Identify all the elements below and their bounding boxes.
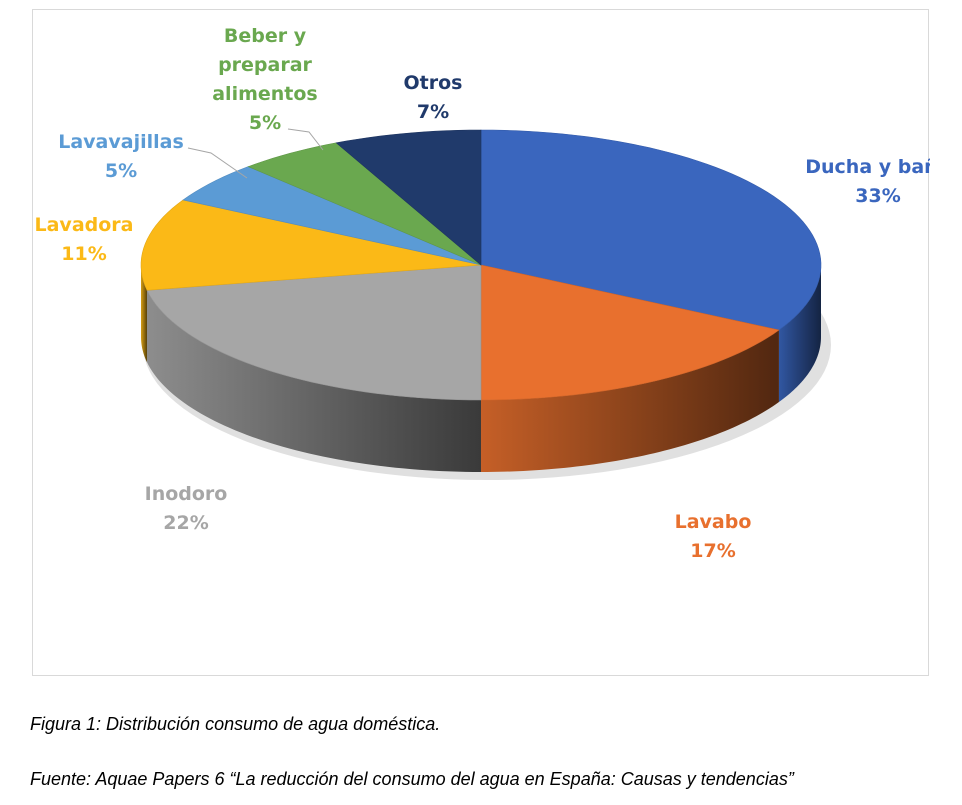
- leader-line-5: [287, 128, 324, 151]
- slice-label-1: Lavabo 17%: [675, 511, 752, 562]
- pie-chart: Ducha y baño 33% Lavabo 17% Inodoro 22% Lavado…: [35, 25, 930, 562]
- chart-frame: Ducha y baño 33% Lavabo 17% Inodoro 22% Lavado…: [32, 9, 930, 676]
- slice-name: preparar: [218, 54, 312, 76]
- slice-name: Lavadora: [35, 214, 134, 236]
- slice-percent: 22%: [163, 512, 208, 534]
- slice-name: Beber y: [224, 25, 307, 47]
- slice-percent: 5%: [105, 160, 137, 182]
- slice-label-6: Otros 7%: [404, 72, 463, 123]
- pie-slice-0: [480, 129, 822, 331]
- pie-slice-2: [146, 264, 482, 401]
- pie-side-0: [778, 265, 821, 403]
- slice-percent: 17%: [690, 540, 735, 562]
- pie-side-1: [481, 330, 779, 472]
- slice-percent: 33%: [855, 185, 900, 207]
- slice-name: alimentos: [212, 83, 318, 105]
- slice-label-2: Inodoro 22%: [145, 483, 228, 534]
- slice-name: Lavavajillas: [58, 131, 184, 153]
- slice-percent: 7%: [417, 101, 449, 123]
- pie-slice-6: [335, 129, 482, 266]
- slice-name: Ducha y baño: [805, 156, 930, 178]
- pie-side-3: [141, 265, 148, 363]
- slice-percent: 5%: [249, 112, 281, 134]
- slice-label-4: Lavavajillas 5%: [58, 131, 184, 182]
- source-caption: Fuente: Aquae Papers 6 “La reducción del…: [30, 769, 794, 789]
- slice-label-0: Ducha y baño 33%: [805, 156, 930, 207]
- figure-caption: Figura 1: Distribución consumo de agua d…: [30, 714, 441, 734]
- slice-name: Lavabo: [675, 511, 752, 533]
- slice-label-3: Lavadora 11%: [35, 214, 134, 265]
- slice-name: Otros: [404, 72, 463, 94]
- pie-slice-4: [182, 166, 482, 266]
- pie-slice-1: [480, 264, 780, 401]
- slice-percent: 11%: [61, 243, 106, 265]
- leader-line-4: [187, 147, 248, 179]
- slice-name: Inodoro: [145, 483, 228, 505]
- slice-label-5: Beber y preparar alimentos 5%: [212, 25, 318, 134]
- pie-slice-5: [247, 142, 482, 266]
- pie-slice-3: [140, 199, 482, 291]
- pie-side-2: [147, 290, 481, 472]
